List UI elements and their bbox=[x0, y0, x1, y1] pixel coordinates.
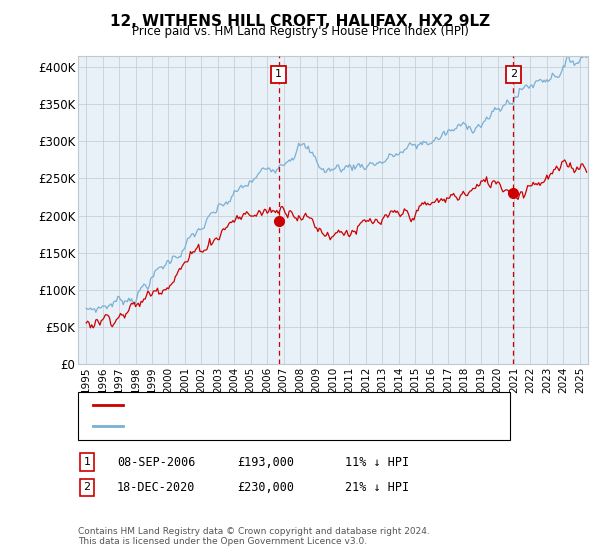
Text: HPI: Average price, detached house, Calderdale: HPI: Average price, detached house, Cald… bbox=[129, 421, 378, 431]
Text: 2: 2 bbox=[83, 482, 91, 492]
Text: 18-DEC-2020: 18-DEC-2020 bbox=[117, 480, 196, 494]
Text: 21% ↓ HPI: 21% ↓ HPI bbox=[345, 480, 409, 494]
Text: £230,000: £230,000 bbox=[237, 480, 294, 494]
Text: 11% ↓ HPI: 11% ↓ HPI bbox=[345, 455, 409, 469]
Text: £193,000: £193,000 bbox=[237, 455, 294, 469]
Text: 1: 1 bbox=[83, 457, 91, 467]
Text: 12, WITHENS HILL CROFT, HALIFAX, HX2 9LZ: 12, WITHENS HILL CROFT, HALIFAX, HX2 9LZ bbox=[110, 14, 490, 29]
Text: 1: 1 bbox=[275, 69, 282, 80]
Text: 2: 2 bbox=[510, 69, 517, 80]
Text: 08-SEP-2006: 08-SEP-2006 bbox=[117, 455, 196, 469]
Text: Contains HM Land Registry data © Crown copyright and database right 2024.
This d: Contains HM Land Registry data © Crown c… bbox=[78, 526, 430, 546]
Text: 12, WITHENS HILL CROFT, HALIFAX, HX2 9LZ (detached house): 12, WITHENS HILL CROFT, HALIFAX, HX2 9LZ… bbox=[129, 400, 455, 410]
Text: Price paid vs. HM Land Registry's House Price Index (HPI): Price paid vs. HM Land Registry's House … bbox=[131, 25, 469, 38]
